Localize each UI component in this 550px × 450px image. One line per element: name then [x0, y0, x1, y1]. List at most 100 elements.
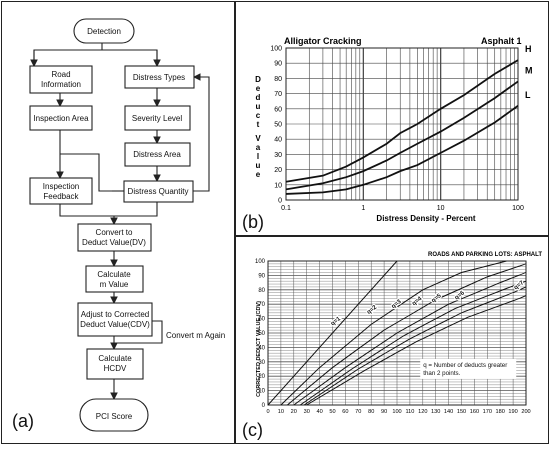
x-tick-label: 150	[457, 409, 466, 415]
x-tick-label: 40	[316, 409, 322, 415]
x-tick-label: 170	[483, 409, 492, 415]
annotation-text: q = Number of deducts greater	[423, 362, 507, 369]
y-tick-label: 80	[258, 288, 265, 294]
road-information-label-1: Road	[51, 70, 70, 79]
cdv-curve	[287, 263, 527, 406]
calculate-hcdv-label-2: HCDV	[104, 364, 127, 373]
convert-dv-label-2: Deduct Value(DV)	[82, 238, 146, 247]
panel-c-cdv-chart: ROADS AND PARKING LOTS: ASPHALT CORRECTE…	[235, 236, 549, 444]
x-tick-label: 100	[512, 205, 524, 212]
chart-b-subtitle: Asphalt 1	[481, 36, 522, 46]
y-tick-label: 10	[258, 389, 265, 395]
curve-m	[285, 80, 519, 191]
chart-b-title: Alligator Cracking	[284, 36, 362, 46]
panel-c-label: (c)	[242, 420, 263, 440]
plot-frame	[285, 47, 519, 201]
cdv-curve	[267, 260, 398, 406]
x-tick-label: 30	[304, 409, 310, 415]
x-tick-label: 140	[444, 409, 453, 415]
panel-a-label: (a)	[12, 411, 34, 431]
x-tick-label: 90	[381, 409, 387, 415]
convert-m-again-label: Convert m Again	[166, 331, 225, 340]
x-tick-label: 60	[342, 409, 348, 415]
y-tick-label: 100	[270, 46, 282, 53]
y-tick-label: 20	[258, 374, 265, 380]
curve-label: q=2	[366, 304, 378, 316]
detection-label: Detection	[87, 27, 121, 36]
y-tick-label: 0	[278, 198, 282, 205]
x-tick-label: 20	[291, 409, 297, 415]
inspection-feedback-label-2: Feedback	[43, 192, 79, 201]
x-tick-label: 190	[508, 409, 517, 415]
annotation-text: than 2 points.	[423, 370, 460, 377]
x-tick-label: 200	[521, 409, 530, 415]
y-tick-label: 60	[274, 106, 282, 113]
panel-b-deduct-chart: Alligator Cracking Asphalt 1 Distress De…	[235, 1, 549, 236]
x-tick-label: 10	[437, 205, 445, 212]
curve-label-h: H	[525, 44, 532, 54]
x-tick-label: 180	[496, 409, 505, 415]
cdv-curve	[306, 295, 527, 406]
y-tick-label: 80	[274, 76, 282, 83]
x-tick-label: 1	[361, 205, 365, 212]
x-tick-label: 160	[470, 409, 479, 415]
pci-score-node	[79, 398, 149, 432]
calculate-m-label-1: Calculate	[97, 270, 131, 279]
x-tick-label: 0.1	[281, 205, 291, 212]
y-tick-label: 50	[258, 331, 265, 337]
severity-level-node	[124, 105, 191, 131]
cdv-curve	[299, 280, 527, 406]
severity-level-label: Severity Level	[132, 114, 182, 123]
x-tick-label: 120	[418, 409, 427, 415]
curve-label-l: L	[525, 90, 531, 100]
adjust-cdv-label-1: Adjust to Corrected	[81, 310, 149, 319]
chart-c-ylabel: CORRECTED DEDUCT VALUE (CDV)	[256, 301, 262, 397]
calculate-m-label-2: m Value	[100, 280, 129, 289]
cdv-curve	[280, 260, 507, 406]
inspection-feedback-label-1: Inspection	[43, 182, 79, 191]
chart-b-xlabel: Distress Density - Percent	[376, 214, 475, 223]
x-tick-label: 50	[329, 409, 335, 415]
x-tick-label: 0	[266, 409, 269, 415]
y-tick-label: 40	[258, 345, 265, 351]
annotation-box	[420, 358, 517, 379]
y-tick-label: 10	[274, 182, 282, 189]
curve-label-m: M	[525, 65, 533, 75]
y-tick-label: 30	[274, 152, 282, 159]
deduct-value-chart: Alligator Cracking Asphalt 1 Distress De…	[242, 36, 533, 232]
distress-types-label: Distress Types	[133, 73, 185, 82]
y-tick-label: 100	[255, 259, 266, 265]
x-tick-label: 130	[431, 409, 440, 415]
y-tick-label: 60	[258, 317, 265, 323]
cdv-curve	[293, 272, 527, 406]
calculate-m-node	[85, 265, 144, 293]
x-tick-label: 80	[368, 409, 374, 415]
curve-label: q=1	[330, 316, 342, 328]
y-tick-label: 0	[262, 403, 266, 409]
adjust-cdv-node	[77, 302, 153, 337]
y-tick-label: 90	[258, 273, 265, 279]
distress-types-node	[124, 65, 195, 89]
road-information-node	[29, 65, 93, 94]
chart-c-title: ROADS AND PARKING LOTS: ASPHALT	[428, 252, 542, 258]
inspection-area-node	[29, 105, 93, 131]
adjust-cdv-label-2: Deduct Value(CDV)	[80, 320, 150, 329]
cdv-curve	[303, 286, 527, 406]
inspection-area-label: Inspection Area	[33, 114, 89, 123]
curve-l	[285, 105, 519, 195]
x-tick-label: 100	[392, 409, 401, 415]
panel-a-flowchart: Detection Road Information Distress Type…	[1, 1, 235, 444]
detection-node	[73, 18, 135, 44]
y-tick-label: 20	[274, 167, 282, 174]
curve-label: q=4	[411, 296, 423, 308]
road-information-label-2: Information	[41, 80, 81, 89]
y-tick-label: 50	[274, 122, 282, 129]
y-tick-label: 40	[274, 137, 282, 144]
convert-dv-node	[77, 223, 152, 252]
x-tick-label: 70	[355, 409, 361, 415]
distress-area-label: Distress Area	[133, 150, 181, 159]
distress-quantity-node	[123, 180, 194, 203]
y-tick-label: 30	[258, 360, 265, 366]
convert-dv-label-1: Convert to	[96, 228, 133, 237]
